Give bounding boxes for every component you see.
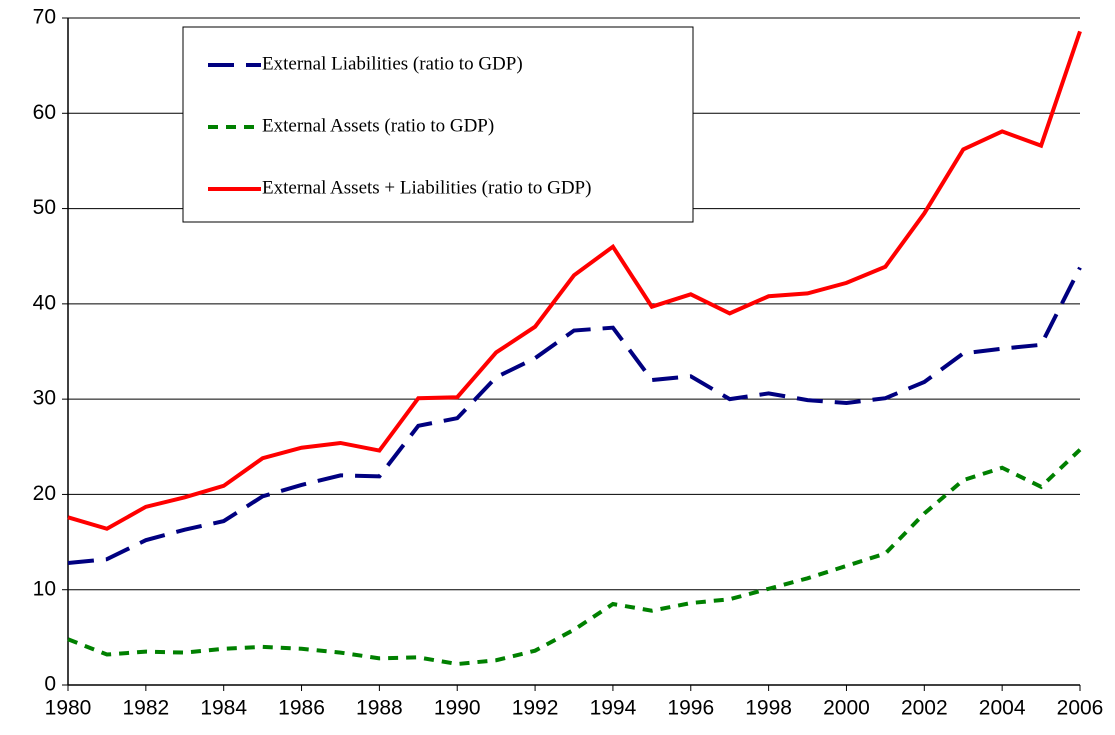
- x-tick-label: 1994: [590, 697, 637, 720]
- x-tick-label: 1986: [278, 697, 325, 720]
- y-tick-label: 10: [33, 577, 56, 600]
- x-tick-label: 2004: [979, 697, 1026, 720]
- x-tick-label: 1992: [512, 697, 559, 720]
- x-tick-label: 2006: [1057, 697, 1104, 720]
- series-line: [67, 448, 1082, 667]
- y-tick-label: 50: [33, 196, 56, 219]
- x-tick-label: 1982: [122, 697, 169, 720]
- legend-box: [182, 26, 694, 223]
- x-tick-label: 2000: [823, 697, 870, 720]
- x-tick-label: 1998: [745, 697, 792, 720]
- y-tick-label: 60: [33, 101, 56, 124]
- legend-label: External Assets (ratio to GDP): [262, 115, 494, 136]
- y-tick-label: 20: [33, 482, 56, 505]
- series-line: [67, 266, 1082, 566]
- x-tick-label: 1996: [667, 697, 714, 720]
- y-tick-label: 30: [33, 387, 56, 410]
- x-tick-label: 1984: [200, 697, 247, 720]
- legend-label: External Liabilities (ratio to GDP): [262, 53, 523, 74]
- y-tick-label: 0: [44, 673, 56, 696]
- x-tick-label: 1988: [356, 697, 403, 720]
- legend-label: External Assets + Liabilities (ratio to …: [262, 177, 591, 198]
- y-tick-label: 70: [33, 6, 56, 29]
- x-tick-label: 2002: [901, 697, 948, 720]
- y-tick-label: 40: [33, 291, 56, 314]
- series-line: [67, 30, 1082, 531]
- x-tick-label: 1990: [434, 697, 481, 720]
- x-tick-label: 1980: [45, 697, 92, 720]
